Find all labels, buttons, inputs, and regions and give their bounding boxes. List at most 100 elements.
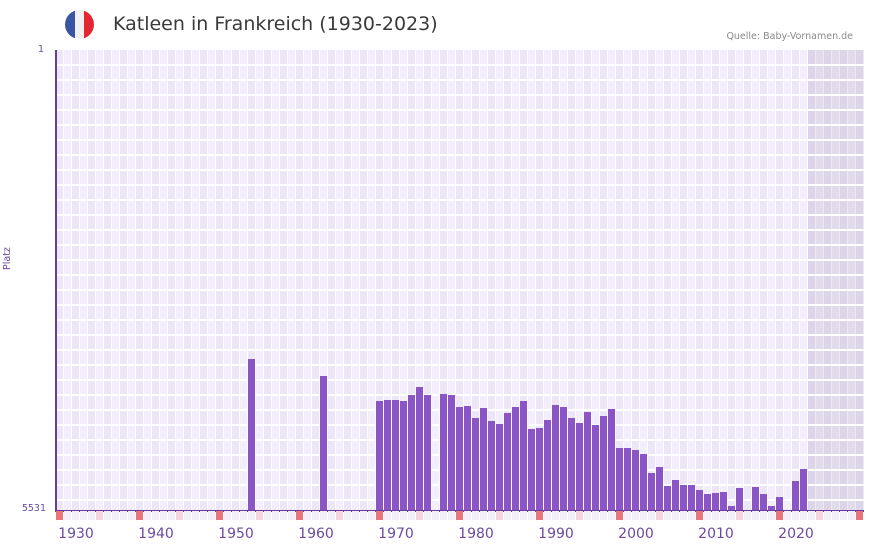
x-tick-label: 2020: [778, 526, 814, 542]
bar-1961[interactable]: [320, 375, 327, 510]
bar-2017[interactable]: [768, 506, 775, 510]
year-tick: [600, 511, 607, 520]
bar-1974[interactable]: [424, 394, 431, 510]
grid-line: [56, 154, 864, 156]
bar-2011[interactable]: [720, 492, 727, 510]
grid-column: [168, 50, 175, 510]
grid-line: [56, 319, 864, 321]
bar-1969[interactable]: [384, 400, 391, 510]
bar-1981[interactable]: [480, 408, 487, 510]
y-tick-top: 1: [37, 44, 44, 55]
bar-1972[interactable]: [408, 394, 415, 510]
bar-2020[interactable]: [792, 481, 799, 510]
bar-1968[interactable]: [376, 401, 383, 510]
bar-1994[interactable]: [584, 412, 591, 510]
grid-column: [576, 50, 583, 510]
bar-1952[interactable]: [248, 359, 255, 510]
bar-1970[interactable]: [392, 400, 399, 510]
year-tick: [760, 511, 767, 520]
bar-1971[interactable]: [400, 401, 407, 510]
year-tick: [488, 511, 495, 520]
year-tick: [192, 511, 199, 520]
grid-column: [472, 50, 479, 510]
year-tick: [96, 511, 103, 520]
bar-1979[interactable]: [464, 406, 471, 510]
grid-column: [848, 50, 855, 510]
bar-1999[interactable]: [624, 448, 631, 510]
bar-1986[interactable]: [520, 401, 527, 510]
plot-area: [56, 50, 864, 510]
bar-2010[interactable]: [712, 493, 719, 510]
bar-2015[interactable]: [752, 487, 759, 510]
bar-1993[interactable]: [576, 422, 583, 510]
bar-1978[interactable]: [456, 407, 463, 510]
x-axis-line: [55, 510, 864, 512]
grid-column: [672, 50, 679, 510]
grid-line: [56, 259, 864, 261]
x-tick-label: 1960: [298, 526, 334, 542]
grid-column: [656, 50, 663, 510]
bar-1977[interactable]: [448, 394, 455, 510]
grid-line: [56, 394, 864, 396]
bar-1989[interactable]: [544, 419, 551, 510]
bar-1973[interactable]: [416, 386, 423, 510]
bar-2002[interactable]: [648, 473, 655, 510]
year-tick: [632, 511, 639, 520]
grid-line: [56, 109, 864, 111]
grid-column: [400, 50, 407, 510]
bar-2000[interactable]: [632, 450, 639, 510]
grid-column: [224, 50, 231, 510]
year-tick: [408, 511, 415, 520]
grid-column: [376, 50, 383, 510]
bar-1997[interactable]: [608, 409, 615, 510]
bar-1984[interactable]: [504, 413, 511, 510]
bar-2007[interactable]: [688, 485, 695, 510]
year-tick: [248, 511, 255, 520]
bar-1976[interactable]: [440, 393, 447, 510]
bar-2013[interactable]: [736, 488, 743, 510]
bar-1996[interactable]: [600, 416, 607, 510]
year-tick: [832, 511, 839, 520]
bar-2021[interactable]: [800, 469, 807, 510]
grid-column: [336, 50, 343, 510]
bar-2016[interactable]: [760, 494, 767, 510]
bar-1987[interactable]: [528, 428, 535, 510]
grid-line: [56, 349, 864, 351]
year-tick: [768, 511, 775, 520]
bar-1982[interactable]: [488, 420, 495, 510]
bar-1990[interactable]: [552, 405, 559, 510]
bar-2001[interactable]: [640, 454, 647, 510]
year-tick: [376, 511, 383, 520]
grid-line: [56, 244, 864, 246]
bar-2006[interactable]: [680, 485, 687, 510]
flag-red: [84, 10, 94, 39]
bar-1985[interactable]: [512, 407, 519, 510]
year-tick: [712, 511, 719, 520]
year-tick: [672, 511, 679, 520]
year-tick: [560, 511, 567, 520]
grid-column: [176, 50, 183, 510]
bar-1998[interactable]: [616, 448, 623, 510]
bar-1988[interactable]: [536, 427, 543, 510]
bar-1983[interactable]: [496, 423, 503, 510]
year-tick: [288, 511, 295, 520]
grid-column: [264, 50, 271, 510]
grid-column: [360, 50, 367, 510]
bar-2012[interactable]: [728, 506, 735, 510]
bar-2009[interactable]: [704, 494, 711, 510]
grid-column: [552, 50, 559, 510]
bar-1991[interactable]: [560, 407, 567, 510]
bar-2008[interactable]: [696, 490, 703, 510]
bar-1980[interactable]: [472, 418, 479, 510]
year-tick: [696, 511, 703, 520]
bar-1995[interactable]: [592, 424, 599, 510]
bar-2005[interactable]: [672, 480, 679, 510]
x-tick-label: 1990: [538, 526, 574, 542]
bar-2018[interactable]: [776, 497, 783, 510]
bar-1992[interactable]: [568, 418, 575, 510]
grid-column: [296, 50, 303, 510]
grid-column: [184, 50, 191, 510]
bar-2004[interactable]: [664, 486, 671, 510]
x-tick-label: 1930: [58, 526, 94, 542]
bar-2003[interactable]: [656, 467, 663, 510]
